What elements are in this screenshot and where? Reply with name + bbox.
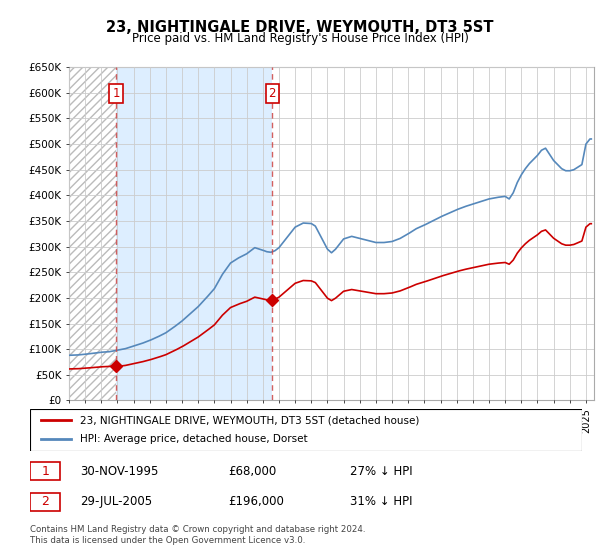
Text: 29-JUL-2005: 29-JUL-2005	[80, 495, 152, 508]
Bar	[116, 67, 272, 400]
Text: HPI: Average price, detached house, Dorset: HPI: Average price, detached house, Dors…	[80, 435, 307, 445]
Bar	[30, 493, 61, 511]
Text: 23, NIGHTINGALE DRIVE, WEYMOUTH, DT3 5ST (detached house): 23, NIGHTINGALE DRIVE, WEYMOUTH, DT3 5ST…	[80, 415, 419, 425]
Text: 1: 1	[112, 87, 120, 100]
Text: 27% ↓ HPI: 27% ↓ HPI	[350, 465, 413, 478]
Text: 30-NOV-1995: 30-NOV-1995	[80, 465, 158, 478]
Bar	[272, 67, 594, 400]
Text: £68,000: £68,000	[229, 465, 277, 478]
Text: 1: 1	[41, 465, 49, 478]
Bar	[30, 463, 61, 480]
Text: Price paid vs. HM Land Registry's House Price Index (HPI): Price paid vs. HM Land Registry's House …	[131, 32, 469, 45]
Text: 31% ↓ HPI: 31% ↓ HPI	[350, 495, 413, 508]
Text: 23, NIGHTINGALE DRIVE, WEYMOUTH, DT3 5ST: 23, NIGHTINGALE DRIVE, WEYMOUTH, DT3 5ST	[106, 20, 494, 35]
Text: 2: 2	[41, 495, 49, 508]
Text: £196,000: £196,000	[229, 495, 284, 508]
Text: 2: 2	[268, 87, 276, 100]
Bar	[69, 67, 116, 400]
Text: Contains HM Land Registry data © Crown copyright and database right 2024.
This d: Contains HM Land Registry data © Crown c…	[30, 525, 365, 545]
